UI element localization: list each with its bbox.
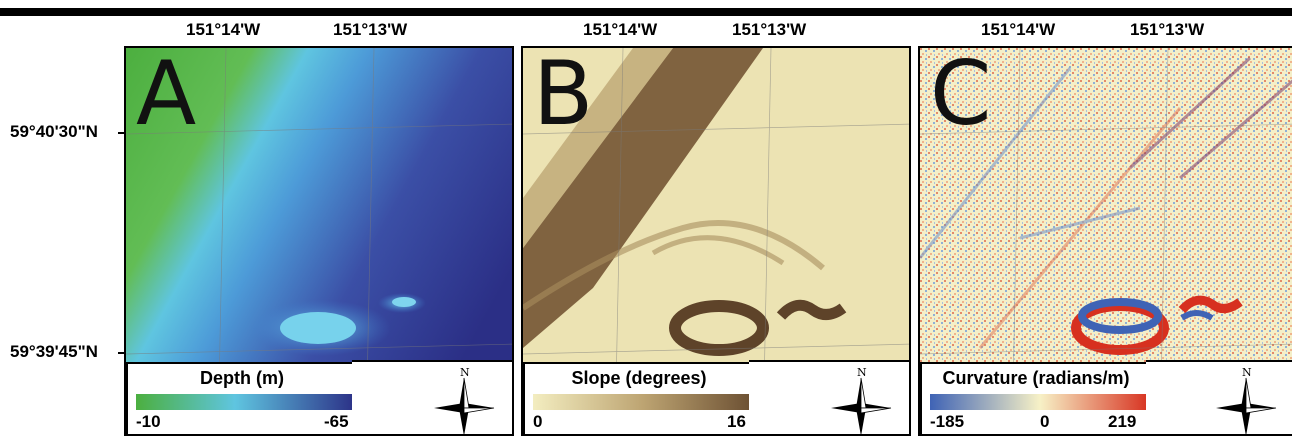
north-arrow-box-a: N: [352, 360, 512, 434]
depth-legend-title: Depth (m): [200, 368, 284, 388]
curvature-min-label: -185: [930, 412, 965, 431]
lon-label-a2: 151°13'W: [333, 20, 408, 39]
lon-label-b2: 151°13'W: [732, 20, 807, 39]
curvature-max-label: 219: [1108, 412, 1137, 431]
slope-min-label: 0: [533, 412, 543, 431]
curvature-legend: Curvature (radians/m) -185 0 219: [920, 362, 1150, 434]
north-arrow-icon: N: [831, 366, 892, 434]
panel-b-letter: B: [533, 46, 594, 145]
slope-legend: Slope (degrees) 0 16: [523, 362, 753, 434]
lat-label-1: 59°40'30"N: [10, 122, 98, 141]
lon-label-c2: 151°13'W: [1130, 20, 1205, 39]
north-arrow-box-c: N: [1146, 360, 1292, 434]
curvature-legend-title: Curvature (radians/m): [942, 368, 1130, 388]
svg-text:N: N: [460, 366, 470, 379]
north-arrow-box-b: N: [749, 360, 909, 434]
slope-max-label: 16: [727, 412, 746, 431]
svg-text:N: N: [857, 366, 867, 379]
svg-text:N: N: [1242, 366, 1252, 379]
lat-label-2: 59°39'45"N: [10, 342, 98, 361]
lon-label-b1: 151°14'W: [583, 20, 658, 39]
panel-b-slope-map: B Slope (degrees) 0 16 N: [521, 46, 911, 436]
slope-legend-title: Slope (degrees): [571, 368, 707, 388]
lon-label-a1: 151°14'W: [186, 20, 261, 39]
lon-label-c1: 151°14'W: [981, 20, 1056, 39]
lat-tick-2: [118, 352, 125, 354]
lat-tick-1: [118, 132, 125, 134]
top-border: [0, 8, 1292, 16]
curvature-mid-label: 0: [1040, 412, 1050, 431]
panel-a-letter: A: [136, 46, 197, 145]
slope-color-ramp: [533, 394, 753, 410]
depth-max-label: -65: [324, 412, 349, 431]
depth-min-label: -10: [136, 412, 161, 431]
curvature-color-ramp: [930, 394, 1150, 410]
panel-a-depth-map: A Depth (m) -10 -65 N: [124, 46, 514, 436]
panel-c-letter: C: [930, 46, 992, 145]
north-arrow-icon: N: [1216, 366, 1277, 434]
panel-c-curvature-map: C Curvature (radians/m) -185 0 219 N: [918, 46, 1292, 436]
depth-legend: Depth (m) -10 -65: [126, 362, 356, 434]
depth-color-ramp: [136, 394, 356, 410]
north-arrow-icon: N: [434, 366, 495, 434]
